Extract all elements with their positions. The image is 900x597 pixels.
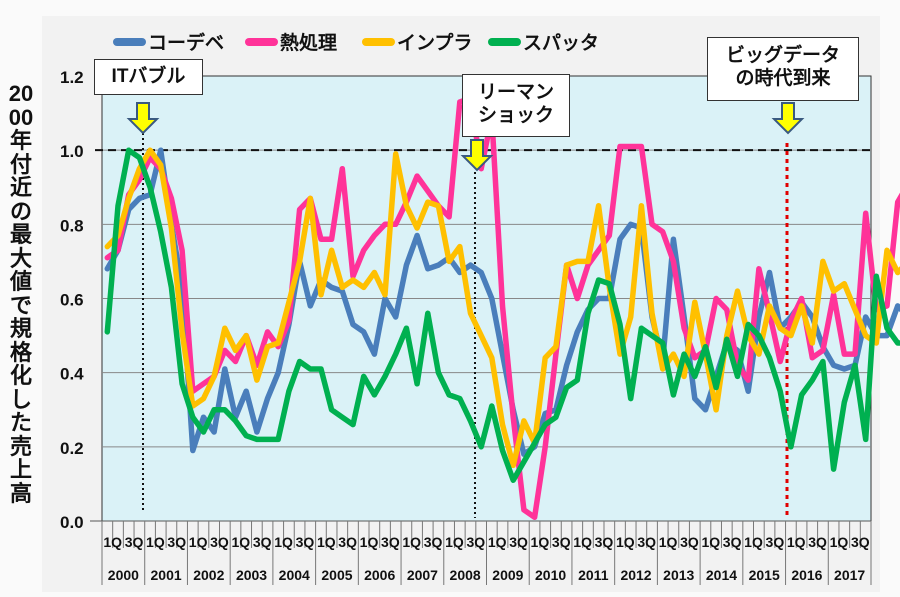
quarter-label: 1Q [189,534,208,550]
callout-text: の時代到来 [735,68,831,89]
legend-item-codebe: コーデベ [113,28,224,55]
year-label: 2014 [706,567,737,583]
quarter-label: 3Q [253,534,272,550]
quarter-label: 1Q [103,534,122,550]
quarter-label: 1Q [274,534,293,550]
quarter-label: 3Q [424,534,443,550]
year-label: 2008 [450,567,481,583]
quarter-label: 3Q [723,534,742,550]
callout-text: リーマン [477,82,554,103]
year-label: 2001 [151,567,182,583]
quarter-label: 3Q [338,534,357,550]
year-label: 2006 [364,567,395,583]
callout-lehman: リーマン ショック [462,74,570,137]
quarter-label: 3Q [125,534,144,550]
quarter-label: 3Q [466,534,485,550]
year-label: 2005 [321,567,352,583]
y-tick-label: 0.0 [60,513,84,532]
callout-text: ITバブル [111,66,186,87]
year-label: 2016 [791,567,822,583]
y-tick-label: 0.2 [60,439,84,458]
legend-swatch [245,37,278,46]
year-label: 2015 [749,567,780,583]
y-tick-label: 0.8 [60,216,84,235]
legend-swatch [362,37,395,46]
legend-item-heat: 熱処理 [245,28,337,55]
quarter-label: 3Q [680,534,699,550]
legend-label: 熱処理 [280,33,338,54]
callout-text: ショック [477,105,554,126]
year-label: 2002 [193,567,224,583]
quarter-label: 1Q [232,534,251,550]
quarter-label: 3Q [167,534,186,550]
legend-item-implant: インプラ [362,28,472,55]
year-label: 2007 [407,567,438,583]
quarter-label: 1Q [317,534,336,550]
arrow-bigdata [771,102,805,135]
quarter-label: 1Q [360,534,379,550]
quarter-label: 1Q [616,534,635,550]
legend-swatch [488,37,521,46]
y-tick-label: 1.0 [60,142,84,161]
quarter-label: 1Q [402,534,421,550]
quarter-label: 1Q [445,534,464,550]
legend-label: スパッタ [523,33,600,54]
quarter-label: 3Q [210,534,229,550]
quarter-label: 1Q [744,534,763,550]
quarter-label: 1Q [146,534,165,550]
quarter-label: 1Q [830,534,849,550]
quarter-label: 3Q [296,534,315,550]
quarter-label: 3Q [808,534,827,550]
quarter-label: 1Q [573,534,592,550]
quarter-label: 1Q [488,534,507,550]
year-label: 2013 [663,567,694,583]
legend-label: インプラ [397,33,473,54]
quarter-label: 1Q [701,534,720,550]
quarter-label: 3Q [509,534,528,550]
year-label: 2003 [236,567,267,583]
quarter-label: 1Q [787,534,806,550]
quarter-label: 3Q [381,534,400,550]
y-tick-label: 0.4 [60,365,84,384]
quarter-label: 1Q [659,534,678,550]
y-axis-title: 2000年付近の最大値で規格化した売上高 [8,81,34,506]
y-tick-label: 1.2 [60,68,84,87]
series-line-2 [104,147,900,469]
quarter-label: 3Q [595,534,614,550]
series-line-3 [104,147,900,483]
y-tick-label: 0.6 [60,291,84,310]
legend-swatch [113,37,146,46]
quarter-label: 3Q [552,534,571,550]
arrow-it-bubble [126,102,160,135]
quarter-label: 1Q [531,534,550,550]
year-label: 2004 [279,567,310,583]
quarter-label: 3Q [637,534,656,550]
year-label: 2017 [834,567,865,583]
callout-bigdata: ビッグデータ の時代到来 [707,37,859,101]
year-label: 2012 [620,567,651,583]
callout-text: ビッグデータ [725,45,840,66]
year-label: 2009 [492,567,523,583]
year-label: 2010 [535,567,566,583]
arrow-lehman [460,139,494,172]
year-label: 2000 [108,567,139,583]
quarter-label: 3Q [766,534,785,550]
legend-item-sputter: スパッタ [488,28,599,55]
year-label: 2011 [578,567,609,583]
quarter-label: 3Q [851,534,870,550]
legend-label: コーデベ [148,33,225,54]
callout-it-bubble: ITバブル [94,59,203,95]
